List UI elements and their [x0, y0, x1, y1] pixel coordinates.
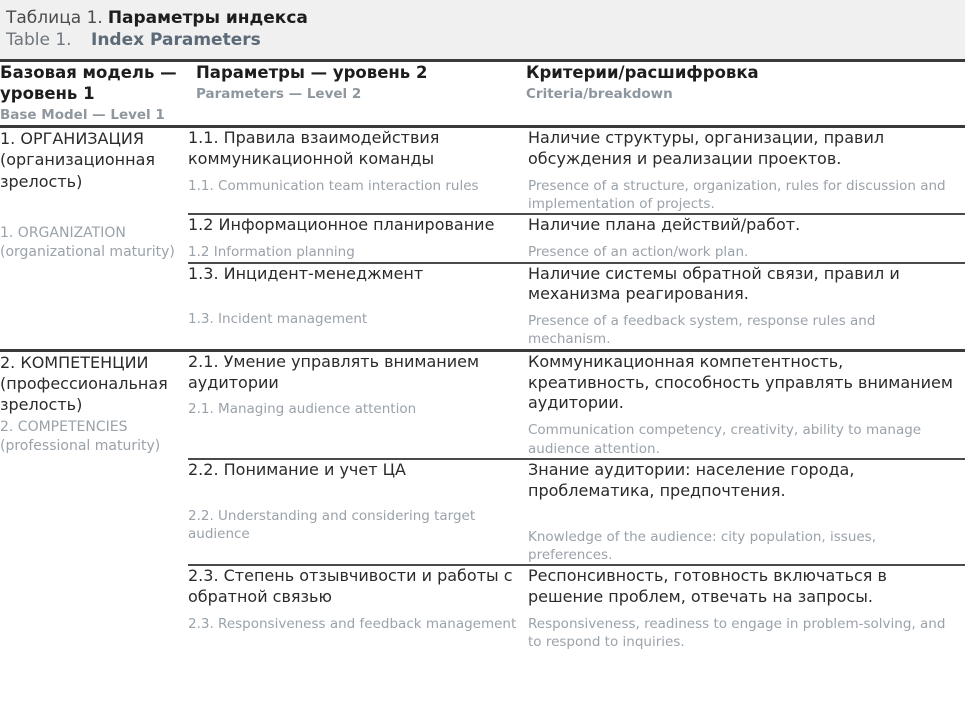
parameter-cell: 2.1. Умение управлять вниманием аудитори…	[188, 351, 518, 460]
criteria-en: Responsiveness, readiness to engage in p…	[528, 615, 946, 651]
criteria-en: Knowledge of the audience: city populati…	[528, 528, 877, 563]
parameter-ru: 1.1. Правила взаимодействия коммуникацио…	[188, 128, 440, 168]
parameter-ru: 2.1. Умение управлять вниманием аудитори…	[188, 351, 480, 392]
subrow-table: 2.1. Умение управлять вниманием аудитори…	[188, 351, 965, 652]
criteria-ru: Респонсивность, готовность включаться в …	[528, 566, 887, 607]
criteria-cell: Наличие системы обратной связи, правил и…	[518, 263, 965, 349]
caption-en-label: Table 1.	[6, 30, 72, 51]
parameter-en: 2.2. Understanding and considering targe…	[188, 507, 476, 543]
parameter-en: 1.1. Communication team interaction rule…	[188, 177, 479, 194]
column-header-base-model: Базовая модель — уровень 1 Base Model — …	[0, 62, 188, 129]
table-row: 1.2 Информационное планирование 1.2 Info…	[188, 214, 965, 264]
table-header-row: Базовая модель — уровень 1 Base Model — …	[0, 62, 965, 129]
group-cell-organization: 1. ОРГАНИЗАЦИЯ (организационная зрелость…	[0, 126, 188, 352]
parameter-ru: 1.3. Инцидент-менеджмент	[188, 263, 424, 283]
column-header-base-model-en: Base Model — Level 1	[0, 107, 165, 124]
criteria-ru: Наличие структуры, организации, правил о…	[528, 128, 885, 168]
caption-ru-title: Параметры индекса	[107, 8, 308, 28]
criteria-cell: Знание аудитории: население города, проб…	[518, 458, 965, 567]
group-spacer	[0, 192, 188, 224]
column-header-parameters: Параметры — уровень 2 Parameters — Level…	[188, 62, 518, 129]
criteria-ru: Наличие плана действий/работ.	[528, 215, 801, 235]
parameter-en: 2.1. Managing audience attention	[188, 401, 417, 418]
parameter-cell: 2.2. Понимание и учет ЦА 2.2. Understand…	[188, 458, 518, 567]
parameter-ru: 2.2. Понимание и учет ЦА	[188, 459, 406, 479]
column-header-criteria-en: Criteria/breakdown	[526, 86, 673, 103]
criteria-cell: Респонсивность, готовность включаться в …	[518, 565, 965, 651]
table-row: 2.3. Степень отзывчивости и работы с обр…	[188, 565, 965, 651]
criteria-cell: Наличие структуры, организации, правил о…	[518, 128, 965, 216]
criteria-en: Communication competency, creativity, ab…	[528, 422, 922, 457]
column-header-base-model-ru: Базовая модель — уровень 1	[0, 63, 177, 104]
criteria-en: Presence of an action/work plan.	[528, 244, 749, 261]
table-row: 1. ОРГАНИЗАЦИЯ (организационная зрелость…	[0, 126, 965, 352]
caption-en-title: Index Parameters	[91, 30, 261, 51]
parameter-cell: 1.1. Правила взаимодействия коммуникацио…	[188, 128, 518, 216]
caption-russian-line: Таблица 1. Параметры индекса	[6, 7, 965, 29]
group-cell-competencies: 2. КОМПЕТЕНЦИИ (профессиональная зрелост…	[0, 350, 188, 651]
group-subrows-container-competencies: 2.1. Умение управлять вниманием аудитори…	[188, 350, 965, 651]
criteria-cell: Наличие плана действий/работ. Presence o…	[518, 214, 965, 264]
group-label-ru: 2. КОМПЕТЕНЦИИ (профессиональная зрелост…	[0, 352, 168, 415]
parameter-en: 1.3. Incident management	[188, 311, 368, 328]
criteria-ru: Коммуникационная компетентность, креатив…	[528, 351, 953, 413]
subrow-table: 1.1. Правила взаимодействия коммуникацио…	[188, 128, 965, 349]
index-parameters-table: Базовая модель — уровень 1 Base Model — …	[0, 62, 965, 652]
criteria-ru: Знание аудитории: население города, проб…	[528, 459, 855, 500]
column-header-criteria: Критерии/расшифровка Criteria/breakdown	[518, 62, 965, 129]
group-subrows-container-organization: 1.1. Правила взаимодействия коммуникацио…	[188, 126, 965, 352]
column-header-parameters-en: Parameters — Level 2	[196, 86, 362, 103]
criteria-en: Presence of a structure, organization, r…	[528, 177, 946, 212]
criteria-en: Presence of a feedback system, response …	[528, 313, 876, 348]
parameter-cell: 1.2 Информационное планирование 1.2 Info…	[188, 214, 518, 264]
group-label-ru: 1. ОРГАНИЗАЦИЯ (организационная зрелость…	[0, 129, 155, 191]
table-caption: Таблица 1. Параметры индекса Table 1. In…	[0, 0, 965, 62]
parameter-ru: 1.2 Информационное планирование	[188, 215, 495, 235]
caption-ru-label: Таблица 1.	[6, 8, 103, 28]
column-header-parameters-ru: Параметры — уровень 2	[196, 63, 428, 82]
table-row: 2. КОМПЕТЕНЦИИ (профессиональная зрелост…	[0, 350, 965, 651]
parameter-cell: 1.3. Инцидент-менеджмент 1.3. Incident m…	[188, 263, 518, 349]
caption-english-line: Table 1. Index Parameters	[6, 29, 965, 51]
table-row: 2.1. Умение управлять вниманием аудитори…	[188, 351, 965, 460]
parameter-ru: 2.3. Степень отзывчивости и работы с обр…	[188, 566, 513, 607]
table-row: 2.2. Понимание и учет ЦА 2.2. Understand…	[188, 458, 965, 567]
table-row: 1.3. Инцидент-менеджмент 1.3. Incident m…	[188, 263, 965, 349]
parameter-cell: 2.3. Степень отзывчивости и работы с обр…	[188, 565, 518, 651]
criteria-ru: Наличие системы обратной связи, правил и…	[528, 263, 900, 304]
parameter-en: 1.2 Information planning	[188, 244, 355, 261]
group-label-en: 1. ORGANIZATION (organizational maturity…	[0, 224, 175, 260]
table-row: 1.1. Правила взаимодействия коммуникацио…	[188, 128, 965, 216]
column-header-criteria-ru: Критерии/расшифровка	[526, 63, 759, 82]
parameter-en: 2.3. Responsiveness and feedback managem…	[188, 615, 517, 632]
group-label-en: 2. COMPETENCIES (professional maturity)	[0, 418, 161, 454]
criteria-cell: Коммуникационная компетентность, креатив…	[518, 351, 965, 460]
